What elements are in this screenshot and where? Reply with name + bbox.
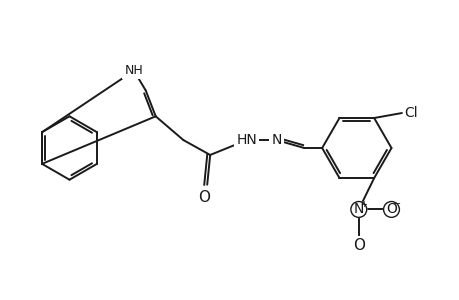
Circle shape bbox=[383, 202, 398, 218]
Circle shape bbox=[350, 202, 366, 218]
Text: N: N bbox=[353, 202, 363, 216]
Text: O: O bbox=[198, 190, 210, 205]
Text: +: + bbox=[359, 200, 366, 209]
Text: O: O bbox=[352, 238, 364, 253]
Text: N: N bbox=[271, 133, 281, 147]
Text: HN: HN bbox=[236, 133, 257, 147]
Text: Cl: Cl bbox=[403, 106, 417, 120]
Text: −: − bbox=[392, 200, 401, 209]
Text: O: O bbox=[385, 202, 396, 216]
Text: NH: NH bbox=[124, 64, 143, 77]
